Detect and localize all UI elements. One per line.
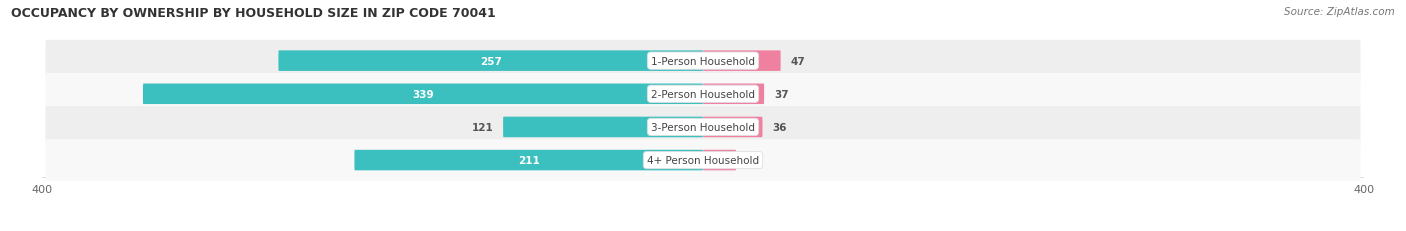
FancyBboxPatch shape <box>703 84 763 105</box>
FancyBboxPatch shape <box>45 74 1361 115</box>
Text: 211: 211 <box>517 155 540 165</box>
Text: 1-Person Household: 1-Person Household <box>651 56 755 66</box>
FancyBboxPatch shape <box>45 140 1361 181</box>
FancyBboxPatch shape <box>354 150 703 171</box>
Text: 37: 37 <box>775 89 789 99</box>
Text: Source: ZipAtlas.com: Source: ZipAtlas.com <box>1284 7 1395 17</box>
FancyBboxPatch shape <box>703 117 762 138</box>
Text: 20: 20 <box>747 155 761 165</box>
FancyBboxPatch shape <box>45 41 1361 82</box>
FancyBboxPatch shape <box>45 106 1361 148</box>
Text: 339: 339 <box>412 89 434 99</box>
Text: 4+ Person Household: 4+ Person Household <box>647 155 759 165</box>
Text: 257: 257 <box>479 56 502 66</box>
FancyBboxPatch shape <box>703 150 737 171</box>
Text: 3-Person Household: 3-Person Household <box>651 122 755 132</box>
Text: 121: 121 <box>471 122 494 132</box>
FancyBboxPatch shape <box>278 51 703 72</box>
Text: 47: 47 <box>790 56 806 66</box>
FancyBboxPatch shape <box>703 51 780 72</box>
Legend: Owner-occupied, Renter-occupied: Owner-occupied, Renter-occupied <box>591 229 815 231</box>
FancyBboxPatch shape <box>143 84 703 105</box>
Text: OCCUPANCY BY OWNERSHIP BY HOUSEHOLD SIZE IN ZIP CODE 70041: OCCUPANCY BY OWNERSHIP BY HOUSEHOLD SIZE… <box>11 7 496 20</box>
FancyBboxPatch shape <box>503 117 703 138</box>
Text: 36: 36 <box>772 122 787 132</box>
Text: 2-Person Household: 2-Person Household <box>651 89 755 99</box>
